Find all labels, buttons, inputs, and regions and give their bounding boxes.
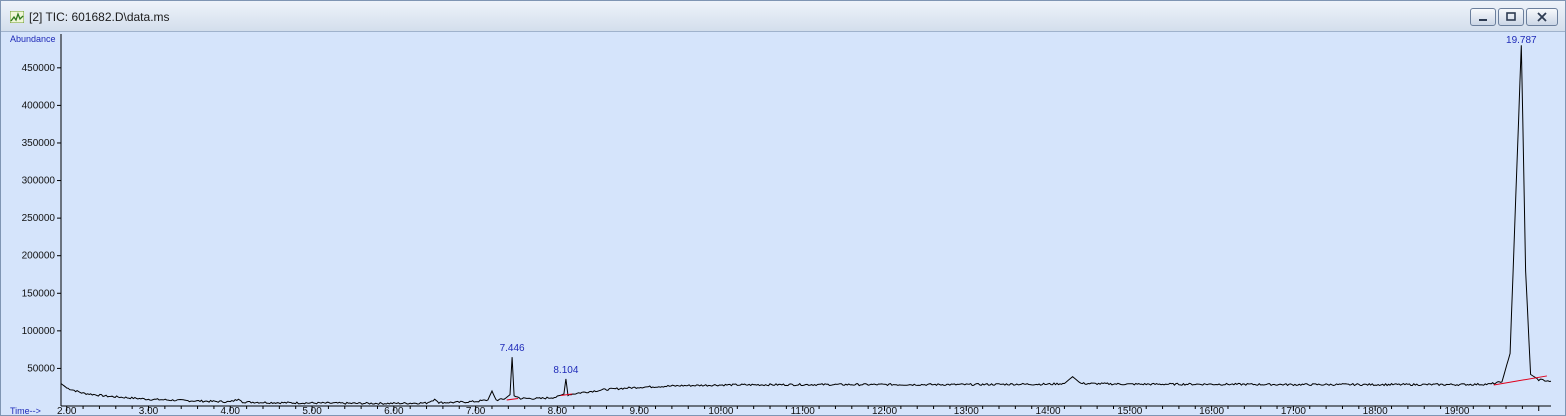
minimize-button[interactable] [1470,8,1496,26]
x-tick-label: 9.00 [629,406,649,415]
peak-label[interactable]: 8.104 [553,365,578,376]
x-tick-label: 19.00 [1444,406,1469,415]
integration-baseline [1493,375,1547,386]
chromatogram-chart[interactable]: 50000 100000 150000 200000 250000 300000 35000… [1,32,1565,415]
x-tick-label: 17.00 [1281,406,1306,415]
integration-baseline [506,397,519,401]
y-tick-label: 250000 [22,213,56,224]
x-tick-label: 15.00 [1117,406,1142,415]
minimize-icon [1479,19,1487,21]
x-tick-label: 11.00 [791,406,816,415]
y-tick-label: 300000 [22,176,56,187]
plot-area[interactable]: 50000 100000 150000 200000 250000 300000 35000… [1,32,1565,415]
x-tick-label: 2.00 [57,406,77,415]
y-tick-label: 400000 [22,100,56,111]
tic-trace [60,45,1552,405]
window-title: [2] TIC: 601682.D\data.ms [29,10,170,24]
x-tick-label: 4.00 [221,406,241,415]
close-button[interactable] [1526,8,1558,26]
y-axis-label: Abundance [10,34,56,44]
x-tick-label: 3.00 [139,406,159,415]
close-icon [1537,12,1547,22]
x-tick-label: 10.00 [708,406,733,415]
y-tick-label: 450000 [22,63,56,74]
peak-label[interactable]: 7.446 [500,343,525,354]
x-tick-label: 18.00 [1363,406,1388,415]
x-tick-label: 8.00 [548,406,568,415]
x-tick-label: 13.00 [954,406,979,415]
maximize-button[interactable] [1498,8,1524,26]
y-tick-label: 100000 [22,326,56,337]
y-tick-label: 50000 [27,363,55,374]
x-tick-label: 7.00 [466,406,486,415]
x-tick-label: 6.00 [384,406,404,415]
maximize-icon [1506,12,1516,21]
x-axis-label: Time--> [10,406,41,415]
x-tick-label: 14.00 [1036,406,1061,415]
y-tick-label: 150000 [22,288,56,299]
x-tick-label: 5.00 [302,406,322,415]
y-tick-label: 350000 [22,138,56,149]
title-bar[interactable]: [2] TIC: 601682.D\data.ms [1,1,1565,32]
chromatogram-app-icon [10,11,24,23]
peak-label[interactable]: 19.787 [1506,35,1537,46]
x-tick-label: 12.00 [872,406,897,415]
integration-baseline [560,393,573,396]
x-tick-label: 16.00 [1199,406,1224,415]
y-tick-label: 200000 [22,251,56,262]
